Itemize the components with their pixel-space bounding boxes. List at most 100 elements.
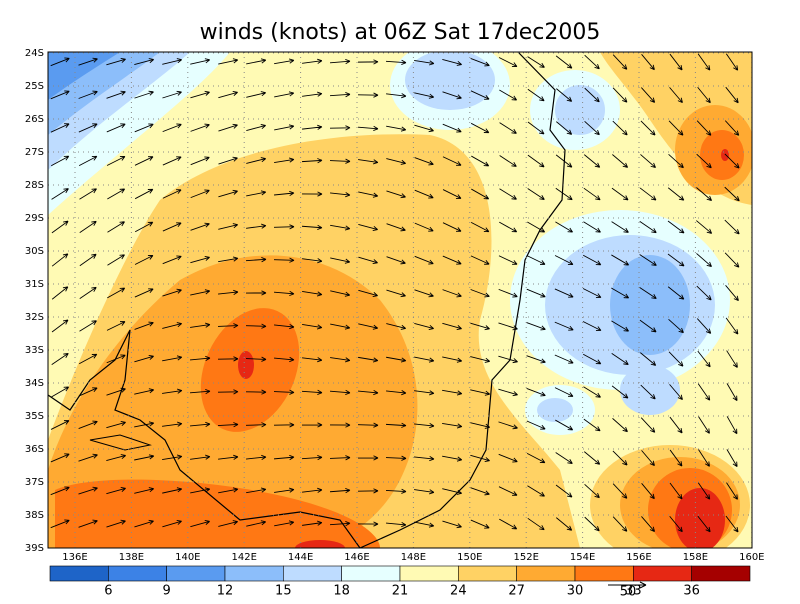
wind-arrow (358, 289, 378, 297)
contour-fill (721, 149, 729, 161)
wind-arrow (162, 255, 182, 265)
wind-arrow (639, 319, 657, 333)
wind-arrow (190, 90, 210, 99)
wind-arrow (78, 453, 98, 462)
wind-arrow (302, 91, 323, 97)
wind-arrow (329, 455, 351, 461)
wind-arrow (302, 323, 323, 330)
wind-arrow (724, 120, 740, 136)
wind-arrow (50, 123, 70, 133)
wind-arrow (667, 220, 685, 234)
colorbar-label: 33 (625, 584, 642, 599)
wind-arrow (246, 157, 266, 164)
wind-arrow (162, 288, 182, 297)
wind-arrow (217, 323, 239, 329)
wind-arrow (697, 515, 711, 533)
map-frame (47, 51, 753, 549)
wind-arrow (470, 122, 490, 134)
wind-arrow (357, 125, 379, 132)
wind-arrow (357, 488, 379, 494)
wind-arrow (498, 486, 518, 496)
wind-arrow (442, 189, 462, 199)
wind-arrow (526, 420, 546, 430)
wind-arrow (499, 89, 518, 101)
wind-arrow (667, 187, 685, 201)
wind-arrow (386, 289, 406, 298)
colorbar-label: 27 (508, 584, 525, 599)
wind-arrow (218, 454, 239, 460)
wind-arrow (669, 482, 683, 500)
wind-arrow (107, 254, 125, 266)
wind-arrow (79, 253, 97, 267)
wind-arrow (725, 515, 739, 533)
wind-arrow (273, 290, 295, 297)
wind-arrow (79, 320, 97, 332)
wind-arrow (414, 157, 434, 166)
wind-arrow (217, 422, 239, 428)
wind-arrow (725, 317, 739, 335)
wind-arrow (554, 387, 574, 397)
wind-arrow (385, 488, 407, 494)
wind-arrow (51, 155, 70, 167)
wind-arrow (612, 450, 628, 466)
wind-arrow (442, 389, 463, 396)
wind-arrow (302, 258, 323, 264)
wind-arrow (386, 256, 406, 265)
wind-arrow (584, 120, 600, 136)
wind-arrow (696, 187, 712, 201)
colorbar-swatch (166, 565, 226, 582)
wind-arrow (106, 387, 126, 396)
wind-arrow (499, 155, 517, 167)
wind-arrow (471, 155, 490, 167)
wind-arrow (357, 455, 379, 461)
wind-arrow (358, 223, 378, 231)
wind-arrow (498, 57, 518, 67)
wind-arrow (724, 153, 740, 169)
wind-arrow (498, 421, 518, 430)
wind-arrow (107, 188, 126, 200)
wind-arrow (668, 318, 684, 334)
wind-arrow (470, 422, 491, 429)
wind-arrow (106, 321, 126, 331)
wind-arrow (162, 189, 182, 199)
wind-arrow (134, 454, 155, 461)
wind-arrow (50, 90, 70, 100)
wind-arrow (190, 355, 211, 362)
wind-arrow (162, 123, 182, 133)
wind-arrow (414, 521, 435, 528)
wind-arrow (78, 90, 98, 99)
wind-arrow (639, 287, 657, 300)
wind-arrow (470, 90, 490, 100)
wind-arrow (246, 190, 267, 197)
wind-arrow (190, 189, 210, 199)
wind-arrow (582, 288, 602, 298)
wind-arrow (190, 156, 210, 166)
wind-arrow (134, 188, 154, 200)
wind-arrow (611, 254, 630, 266)
wind-arrow (442, 123, 462, 133)
wind-arrow (190, 487, 211, 494)
wind-arrow (79, 220, 97, 233)
wind-arrow (134, 221, 154, 233)
wind-arrow (527, 188, 545, 200)
wind-arrow (641, 87, 656, 103)
wind-arrow (611, 320, 629, 332)
colorbar-label: 6 (104, 584, 112, 599)
wind-arrow (274, 58, 295, 65)
wind-arrow (442, 91, 462, 100)
lon-label: 152E (513, 552, 538, 563)
wind-arrow (527, 485, 545, 497)
wind-arrow (611, 187, 629, 201)
wind-arrow (612, 418, 628, 433)
wind-arrow (386, 356, 407, 363)
wind-arrow (273, 224, 295, 230)
wind-arrow (641, 450, 655, 467)
lon-label: 146E (344, 552, 369, 563)
wind-arrow (245, 356, 267, 362)
wind-arrow (357, 92, 379, 98)
wind-arrow (726, 350, 738, 368)
wind-arrow (584, 483, 600, 499)
wind-arrow (470, 519, 490, 529)
wind-arrow (414, 189, 434, 199)
wind-arrow (583, 187, 601, 201)
